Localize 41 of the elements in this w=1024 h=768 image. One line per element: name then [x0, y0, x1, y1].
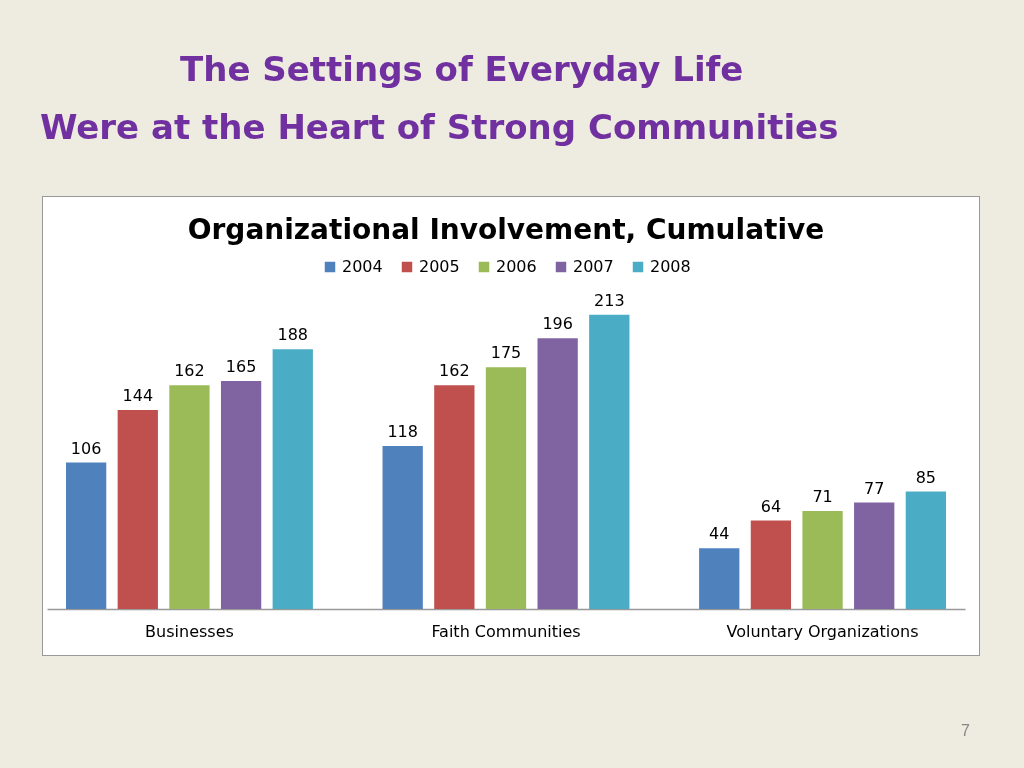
legend-label: 2004: [342, 257, 383, 276]
data-label: 165: [225, 357, 257, 376]
legend-label: 2008: [650, 257, 691, 276]
bar: [854, 502, 895, 609]
legend-label: 2007: [573, 257, 614, 276]
data-label: 118: [387, 421, 418, 441]
bar: [905, 491, 947, 609]
data-label: 77: [864, 478, 885, 498]
bar: [220, 381, 262, 609]
chart-subtitle: Organizational Involvement, Cumulative: [187, 213, 825, 246]
bar: [65, 462, 107, 609]
bar: [699, 548, 740, 609]
text: 7: [960, 722, 970, 740]
data-label: 85: [915, 467, 937, 487]
data-label: 44: [709, 524, 730, 544]
data-label: 162: [439, 361, 470, 381]
bar: [434, 385, 475, 609]
bar: [382, 445, 423, 609]
x-tick-label: Voluntary Organizations: [726, 621, 919, 641]
legend-label: 2005: [419, 257, 460, 276]
bar: [485, 367, 527, 609]
data-label: 188: [277, 325, 309, 345]
chart-title: The Settings of Everyday Life Were at the Heart of Strong Communities: [40, 48, 840, 149]
x-tick-label: Faith Communities: [431, 621, 581, 641]
bar: [750, 520, 792, 609]
data-label: 64: [760, 496, 782, 516]
bar: [537, 338, 578, 609]
data-label: 162: [174, 361, 205, 381]
data-label: 213: [594, 290, 625, 310]
bar: [802, 510, 843, 609]
data-label: 144: [122, 386, 154, 406]
data-label: 196: [542, 314, 573, 334]
legend-label: 2006: [496, 257, 537, 276]
bar: [117, 410, 158, 609]
data-label: 175: [490, 343, 522, 363]
bar: [589, 314, 630, 609]
x-tick-label: Businesses: [145, 621, 234, 641]
data-label: 106: [70, 438, 102, 458]
bar: [272, 349, 313, 609]
bar: [169, 385, 210, 609]
data-label: 71: [812, 486, 833, 506]
